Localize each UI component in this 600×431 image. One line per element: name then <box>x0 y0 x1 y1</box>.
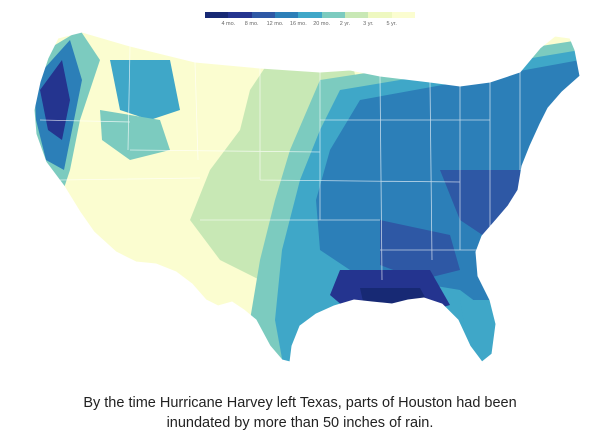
region-florida-teal <box>460 300 500 362</box>
state-border-lines <box>39 45 521 281</box>
legend-label: 20 mo. <box>313 21 331 27</box>
legend-swatch <box>391 12 415 18</box>
legend-label: 4 mo. <box>221 21 236 27</box>
legend-swatch <box>251 12 275 18</box>
region-idaho-aqua <box>100 110 170 160</box>
legend-swatch <box>298 12 322 18</box>
state-borders <box>39 45 521 281</box>
legend-label: 2 yr. <box>339 21 351 27</box>
region-rockies-teal <box>110 60 180 120</box>
legend-label: 8 mo. <box>244 21 259 27</box>
legend-labels: 4 mo. 8 mo. 12 mo. 16 mo. 20 mo. 2 yr. 3 yr. 5 … <box>205 21 415 33</box>
legend-swatch <box>228 12 252 18</box>
map-svg <box>33 31 581 363</box>
legend-color-scale <box>205 12 415 18</box>
legend-label: 3 yr. <box>363 21 374 27</box>
us-choropleth-map <box>20 20 590 375</box>
legend-label: 12 mo. <box>266 21 284 27</box>
legend-swatch <box>368 12 392 18</box>
legend-swatch <box>205 12 229 18</box>
map-caption: By the time Hurricane Harvey left Texas,… <box>83 395 517 431</box>
map-legend: 4 mo. 8 mo. 12 mo. 16 mo. 20 mo. 2 yr. 3 yr. 5 … <box>205 12 415 34</box>
legend-swatch <box>274 12 299 18</box>
legend-swatch <box>321 12 345 18</box>
legend-label: 5 yr. <box>386 21 397 27</box>
legend-label: 16 mo. <box>289 21 307 27</box>
legend-swatch <box>344 12 369 18</box>
